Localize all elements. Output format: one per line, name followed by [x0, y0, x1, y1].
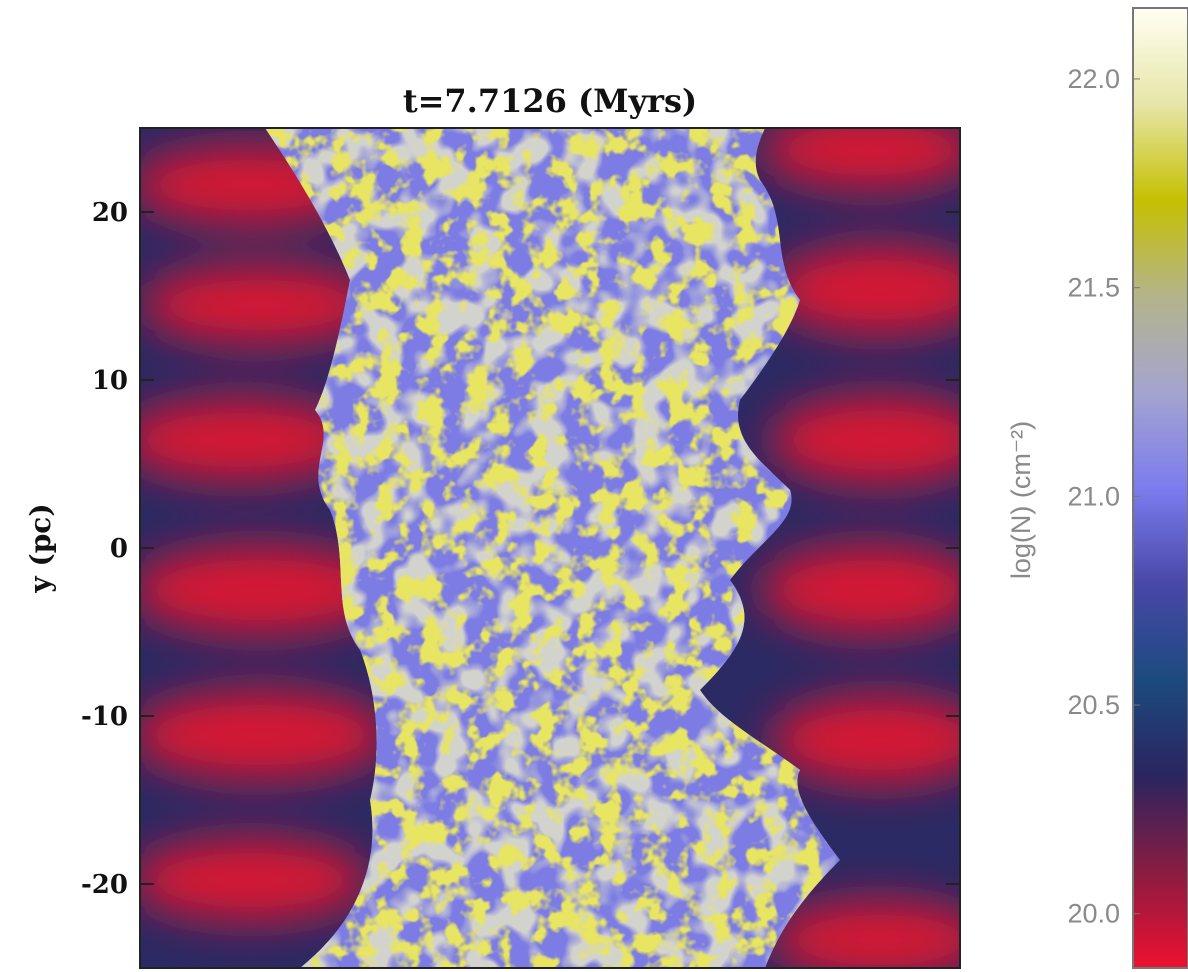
y-tick-label: 0: [110, 534, 128, 564]
colorbar-label: log(N) (cm⁻²): [1006, 421, 1036, 579]
colorbar-tick-label: 20.5: [1067, 690, 1120, 720]
image: [140, 128, 960, 968]
y-tick-label: -20: [81, 870, 128, 900]
colorbar-tick-label: 22.0: [1067, 64, 1120, 94]
colorbar-tick-label: 21.5: [1067, 273, 1120, 303]
y-tick-label: -10: [81, 702, 128, 732]
colorbar-tick-label: 21.0: [1067, 481, 1120, 511]
colorbar-tick-label: 20.0: [1067, 899, 1120, 929]
chart-title: t=7.7126 (Myrs): [403, 82, 697, 120]
y-tick-label: 10: [92, 366, 128, 396]
y-axis-label: y (pc): [24, 503, 57, 593]
colorbar: [1132, 7, 1188, 969]
y-tick-label: 20: [92, 198, 128, 228]
